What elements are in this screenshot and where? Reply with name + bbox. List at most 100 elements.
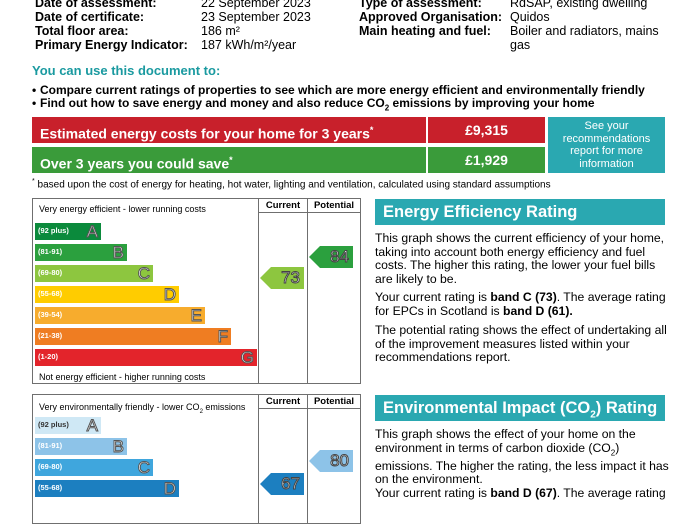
savings-label: Over 3 years you could save (40, 155, 230, 172)
bullet-dot-icon: • (32, 83, 37, 97)
env-top-text-sub: 2 (199, 408, 203, 415)
savings-value: £1,929 (428, 147, 545, 173)
date-of-assessment-label: Date of assessment: (35, 0, 157, 10)
arrow-shape-icon (260, 267, 304, 289)
uses-bullet-2-sub: 2 (384, 103, 390, 113)
env-title-b: ) Rating (595, 399, 658, 417)
env-current-value: 67 (281, 474, 301, 494)
env-potential-arrow: 80 (309, 450, 353, 472)
energy-band-b: (81-91) B (35, 243, 127, 263)
main-heating-value-line2: gas (510, 38, 531, 52)
band-letter: G (240, 348, 254, 368)
band-range: (81-91) (38, 247, 63, 256)
uses-bullet-2-text-a: Find out how to save energy and money an… (40, 96, 385, 110)
band-letter: C (137, 264, 150, 284)
env-top-text-a: Very environmentally friendly - lower CO (39, 402, 200, 412)
footnote-text: based upon the cost of energy for heatin… (34, 179, 551, 191)
arrow-shape-icon (309, 246, 353, 268)
env-title-sub: 2 (590, 409, 596, 421)
env-band-d: (55-68) D (35, 479, 179, 499)
band-letter: F (217, 327, 228, 347)
band-range: (55-68) (38, 289, 63, 298)
date-of-certificate-label: Date of certificate: (35, 10, 145, 24)
env-band-b: (81-91) B (35, 437, 127, 457)
env-band-a: (92 plus) A (35, 416, 101, 436)
energy-para-2-b: band C (73) (490, 290, 557, 304)
savings-bar: Over 3 years you could save* (32, 147, 426, 173)
band-range: (69-80) (38, 462, 63, 471)
potential-header: Potential (313, 200, 355, 211)
primary-energy-value: 187 kWh/m²/year (201, 38, 297, 52)
env-top-text: Very environmentally friendly - lower CO… (39, 402, 245, 415)
energy-potential-arrow: 84 (309, 246, 353, 268)
band-range: (81-91) (38, 441, 63, 450)
energy-para-3: The potential rating shows the effect of… (375, 323, 667, 365)
arrow-shape-icon (309, 450, 353, 472)
energy-band-g: (1-20) G (35, 348, 257, 368)
env-para-2: Your current rating is band D (67). The … (375, 486, 670, 501)
chart-divider (307, 199, 308, 383)
potential-header: Potential (313, 396, 355, 407)
band-letter: D (163, 285, 176, 305)
energy-band-f: (21-38) F (35, 327, 231, 347)
band-letter: C (137, 458, 150, 478)
energy-bottom-text: Not energy efficient - higher running co… (39, 372, 206, 382)
energy-para-2-d: band D (61). (503, 303, 573, 318)
energy-rating-title: Energy Efficiency Rating (375, 199, 665, 225)
energy-para-1: This graph shows the current efficiency … (375, 231, 665, 286)
current-header: Current (265, 396, 301, 407)
energy-para-2-a: Your current rating is (375, 290, 491, 304)
env-para-1: This graph shows the effect of your home… (375, 427, 670, 487)
main-heating-label: Main heating and fuel: (359, 24, 491, 38)
band-letter: B (112, 243, 124, 263)
band-range: (55-68) (38, 483, 63, 492)
env-current-arrow: 67 (260, 473, 304, 495)
env-rating-title: Environmental Impact (CO2) Rating (375, 395, 665, 421)
energy-band-c: (69-80) C (35, 264, 153, 284)
env-band-c: (69-80) C (35, 458, 153, 478)
environmental-impact-chart: Current Potential Very environmentally f… (32, 394, 361, 524)
env-para-2-c: . The average rating (556, 486, 666, 500)
floor-area-value: 186 m² (201, 24, 240, 38)
chart-divider (307, 395, 308, 523)
recommendations-box[interactable]: See your recommendations report for more… (548, 117, 665, 173)
env-title-a: Environmental Impact (CO (383, 399, 591, 417)
energy-band-e: (39-54) E (35, 306, 205, 326)
env-para-1-a: This graph shows the effect of your home… (375, 427, 636, 455)
band-letter: D (163, 479, 176, 499)
band-letter: A (86, 222, 98, 242)
header-divider (258, 408, 360, 409)
approved-organisation-value: Quidos (510, 10, 550, 24)
energy-para-2: Your current rating is band C (73). The … (375, 290, 670, 318)
env-top-text-b: emissions (202, 402, 246, 412)
arrow-shape-icon (260, 473, 304, 495)
uses-bullet-1: • Compare current ratings of properties t… (32, 83, 645, 97)
header-divider (258, 212, 360, 213)
energy-efficiency-chart: Current Potential Very energy efficient … (32, 198, 361, 384)
energy-potential-value: 84 (330, 247, 350, 267)
approved-organisation-label: Approved Organisation: (359, 10, 503, 24)
savings-star: * (229, 155, 233, 165)
uses-bullet-1-text: Compare current ratings of properties to… (40, 83, 645, 97)
band-range: (69-80) (38, 268, 63, 277)
footnote-star: * (32, 178, 35, 185)
date-of-certificate-value: 23 September 2023 (201, 10, 311, 24)
env-para-2-a: Your current rating is (375, 486, 491, 500)
band-range: (1-20) (38, 352, 59, 361)
band-range: (92 plus) (38, 226, 69, 235)
type-of-assessment-label: Type of assessment: (359, 0, 482, 10)
chart-divider (258, 395, 259, 523)
uses-bullet-2-text-b: emissions by improving your home (389, 96, 595, 110)
primary-energy-label: Primary Energy Indicator: (35, 38, 188, 52)
energy-top-text: Very energy efficient - lower running co… (39, 204, 206, 214)
band-letter: A (86, 416, 98, 436)
bullet-dot-icon: • (32, 96, 37, 110)
recommendations-text: See your recommendations report for more… (562, 120, 651, 170)
date-of-assessment-value: 22 September 2023 (201, 0, 311, 10)
cost-footnote: * based upon the cost of energy for heat… (32, 178, 551, 190)
band-range: (21-38) (38, 331, 63, 340)
env-potential-value: 80 (330, 451, 350, 471)
energy-band-a: (92 plus) A (35, 222, 101, 242)
estimated-costs-star: * (369, 125, 374, 135)
type-of-assessment-value: RdSAP, existing dwelling (510, 0, 648, 10)
